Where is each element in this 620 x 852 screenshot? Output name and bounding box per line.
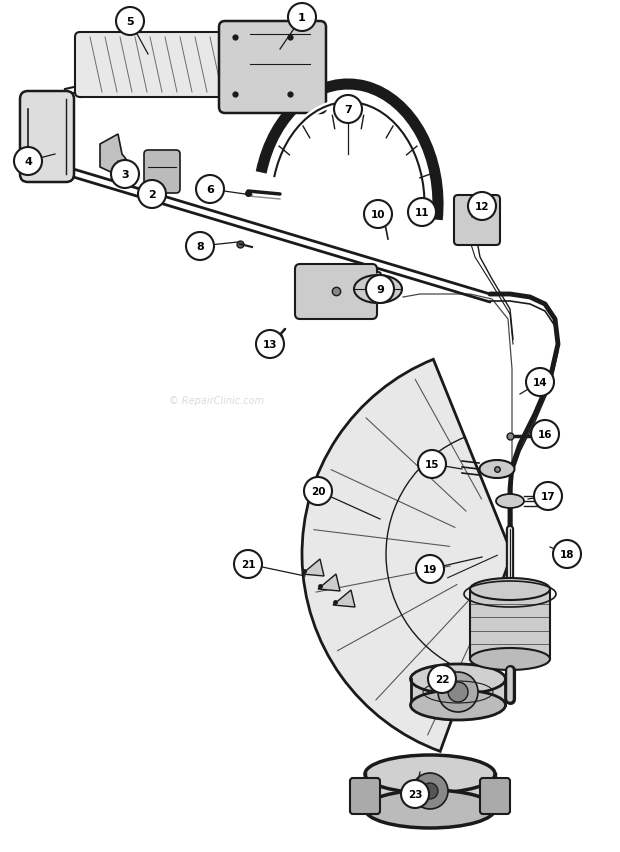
Text: 21: 21	[241, 560, 255, 569]
Circle shape	[526, 369, 554, 396]
Circle shape	[531, 421, 559, 448]
FancyBboxPatch shape	[219, 22, 326, 114]
Polygon shape	[365, 774, 495, 809]
Polygon shape	[411, 679, 505, 705]
Text: 12: 12	[475, 202, 489, 212]
Circle shape	[196, 176, 224, 204]
FancyBboxPatch shape	[295, 265, 377, 320]
Text: 9: 9	[376, 285, 384, 295]
Circle shape	[186, 233, 214, 261]
Text: 20: 20	[311, 486, 326, 497]
Circle shape	[422, 783, 438, 799]
Text: 22: 22	[435, 674, 449, 684]
Ellipse shape	[470, 579, 550, 601]
FancyBboxPatch shape	[454, 196, 500, 245]
Circle shape	[288, 4, 316, 32]
Text: 3: 3	[121, 170, 129, 180]
Ellipse shape	[365, 755, 495, 793]
Bar	[470, 590, 550, 659]
Ellipse shape	[470, 648, 550, 671]
Text: 4: 4	[24, 157, 32, 167]
Polygon shape	[333, 590, 355, 607]
Ellipse shape	[365, 790, 495, 828]
FancyBboxPatch shape	[20, 92, 74, 183]
Ellipse shape	[410, 690, 505, 720]
Text: 18: 18	[560, 550, 574, 560]
Circle shape	[234, 550, 262, 579]
Text: 2: 2	[148, 190, 156, 199]
Text: 1: 1	[298, 13, 306, 23]
Text: 15: 15	[425, 459, 439, 469]
Circle shape	[111, 161, 139, 189]
FancyBboxPatch shape	[480, 778, 510, 814]
Text: 8: 8	[196, 242, 204, 251]
Text: 13: 13	[263, 340, 277, 349]
Circle shape	[138, 181, 166, 209]
Text: 7: 7	[344, 105, 352, 115]
Text: © RepairClinic.com: © RepairClinic.com	[169, 395, 265, 406]
Circle shape	[553, 540, 581, 568]
Circle shape	[448, 682, 468, 702]
Ellipse shape	[354, 276, 402, 303]
Circle shape	[14, 148, 42, 176]
Polygon shape	[302, 560, 324, 576]
Text: 19: 19	[423, 564, 437, 574]
Circle shape	[364, 201, 392, 228]
Circle shape	[408, 199, 436, 227]
Circle shape	[116, 8, 144, 36]
Circle shape	[412, 773, 448, 809]
Text: 6: 6	[206, 185, 214, 195]
Wedge shape	[302, 360, 512, 751]
Circle shape	[256, 331, 284, 359]
Ellipse shape	[479, 460, 515, 479]
Circle shape	[438, 672, 478, 712]
Circle shape	[401, 780, 429, 808]
Polygon shape	[318, 574, 340, 591]
Text: 10: 10	[371, 210, 385, 220]
Text: 16: 16	[538, 429, 552, 440]
Circle shape	[304, 477, 332, 505]
Polygon shape	[100, 135, 130, 175]
Text: 14: 14	[533, 377, 547, 388]
Ellipse shape	[410, 665, 505, 694]
Circle shape	[334, 96, 362, 124]
Circle shape	[468, 193, 496, 221]
Circle shape	[534, 482, 562, 510]
Text: 11: 11	[415, 208, 429, 218]
Circle shape	[366, 276, 394, 303]
Circle shape	[416, 556, 444, 584]
Text: 17: 17	[541, 492, 556, 502]
Ellipse shape	[496, 494, 524, 509]
FancyBboxPatch shape	[75, 33, 245, 98]
Circle shape	[418, 451, 446, 479]
FancyBboxPatch shape	[144, 151, 180, 193]
Circle shape	[428, 665, 456, 694]
FancyBboxPatch shape	[350, 778, 380, 814]
Text: 5: 5	[126, 17, 134, 27]
Text: 23: 23	[408, 789, 422, 799]
